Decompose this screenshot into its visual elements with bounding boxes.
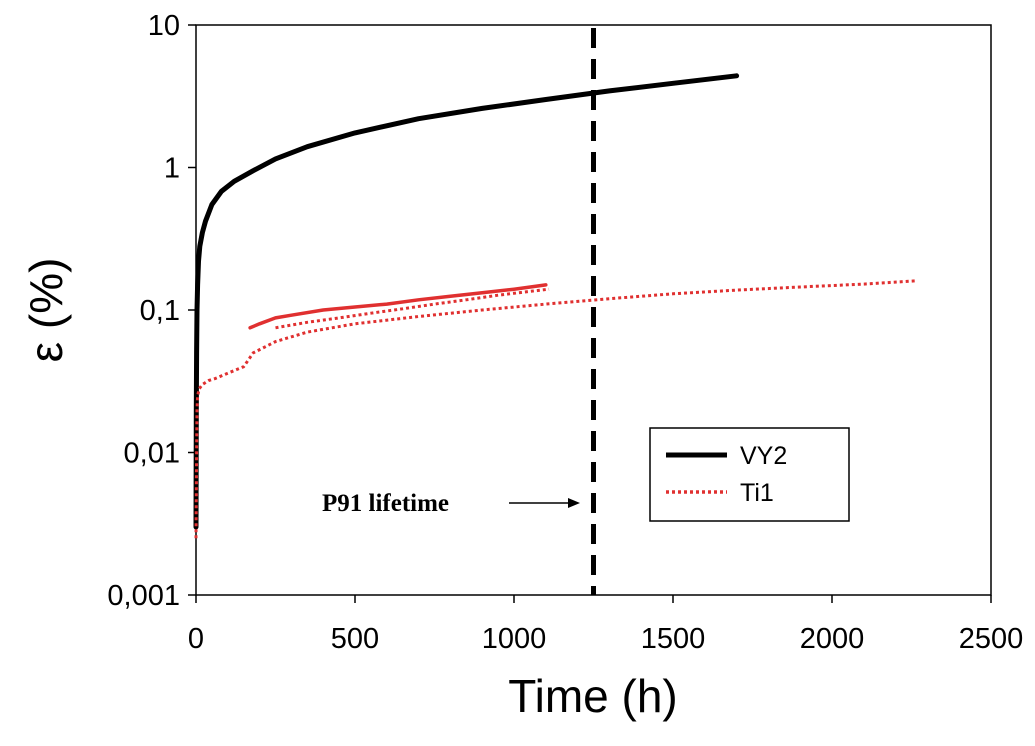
legend: VY2 Ti1: [649, 427, 850, 522]
y-tick-label: 0,1: [140, 295, 180, 327]
series-line-ti1: [194, 279, 915, 539]
x-tick-label: 2500: [959, 623, 1024, 655]
x-tick-label: 1500: [641, 623, 706, 655]
annotation-arrow-head: [568, 498, 580, 508]
x-axis-title: Time (h): [508, 670, 678, 722]
legend-label-ti1: Ti1: [740, 479, 774, 507]
y-tick-label: 10: [148, 10, 180, 42]
x-tick-label: 1000: [482, 623, 547, 655]
y-tick-label: 0,001: [107, 580, 180, 612]
annotation-text: P91 lifetime: [322, 490, 449, 517]
x-axis-ticks: 0 500 1000 1500 2000 2500: [188, 595, 1023, 655]
y-tick-label: 0,01: [124, 438, 180, 470]
x-tick-label: 0: [188, 623, 204, 655]
series-line-ti1-branch-2: [248, 283, 548, 330]
x-tick-label: 500: [331, 623, 379, 655]
legend-box: [649, 427, 850, 522]
legend-label-vy2: VY2: [740, 442, 787, 470]
x-tick-label: 2000: [800, 623, 865, 655]
y-axis-title: ε (%): [20, 258, 72, 363]
series-layer: [193, 73, 915, 539]
y-tick-label: 1: [164, 153, 180, 185]
annotation: P91 lifetime: [322, 490, 580, 517]
series-line-vy2: [193, 73, 740, 530]
series-line-ti1-branch-3: [275, 287, 550, 330]
y-axis-ticks: 0,001 0,01 0,1 1 10: [107, 10, 196, 612]
